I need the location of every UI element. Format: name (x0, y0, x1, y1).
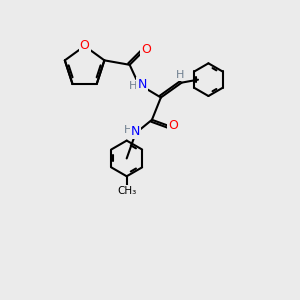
Text: N: N (137, 78, 147, 91)
Text: H: H (129, 81, 137, 91)
Text: O: O (80, 40, 89, 52)
Text: H: H (176, 70, 184, 80)
Text: O: O (141, 44, 151, 56)
Text: CH₃: CH₃ (117, 186, 136, 196)
Text: N: N (131, 125, 140, 138)
Text: H: H (124, 125, 132, 135)
Text: O: O (168, 119, 178, 132)
